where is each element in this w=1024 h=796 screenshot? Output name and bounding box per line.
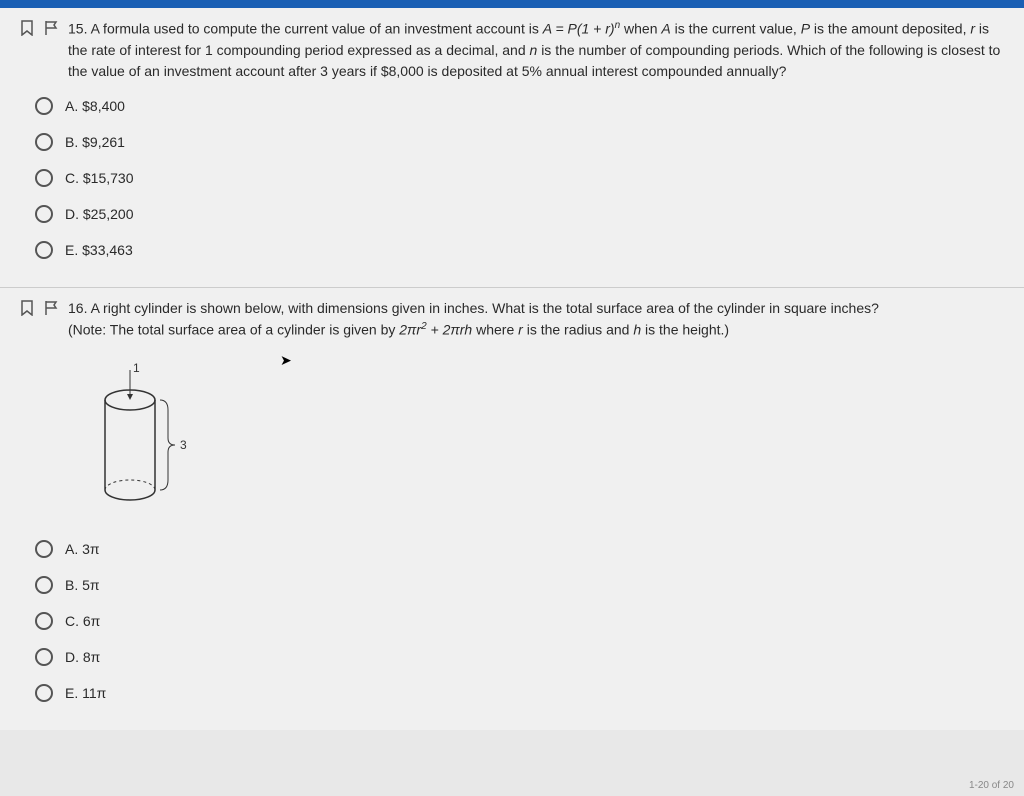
q15-option-a-text: A. $8,400 — [65, 98, 125, 114]
radio-button[interactable] — [35, 97, 53, 115]
q16-var2: h — [633, 321, 641, 337]
q15-option-b-text: B. $9,261 — [65, 134, 125, 150]
flag-icon[interactable] — [44, 20, 58, 36]
q15-option-e[interactable]: E. $33,463 — [35, 241, 1004, 259]
q16-option-a-text: A. 3π — [65, 541, 100, 557]
question-15-text: 15. A formula used to compute the curren… — [68, 18, 1004, 82]
q16-option-e[interactable]: E. 11π — [35, 684, 1004, 702]
cylinder-svg: 1 3 — [90, 360, 210, 520]
radio-button[interactable] — [35, 169, 53, 187]
radio-button[interactable] — [35, 684, 53, 702]
q16-exp1: 2 — [421, 321, 427, 332]
q16-var1: r — [518, 321, 523, 337]
q16-option-d-text: D. 8π — [65, 649, 100, 665]
q16-formula2: + 2πrh — [431, 321, 473, 337]
q16-option-c-text: C. 6π — [65, 613, 100, 629]
q15-number: 15. — [68, 21, 87, 37]
q16-formula: 2πr — [399, 321, 421, 337]
q15-text1: A formula used to compute the current va… — [91, 21, 543, 37]
radio-button[interactable] — [35, 205, 53, 223]
q15-option-c[interactable]: C. $15,730 — [35, 169, 1004, 187]
q16-text1: A right cylinder is shown below, with di… — [91, 300, 879, 316]
q15-option-a[interactable]: A. $8,400 — [35, 97, 1004, 115]
q16-option-a[interactable]: A. 3π — [35, 540, 1004, 558]
question-16-text: 16. A right cylinder is shown below, wit… — [68, 298, 1004, 341]
radio-button[interactable] — [35, 648, 53, 666]
height-label: 3 — [180, 438, 187, 452]
cylinder-diagram: 1 3 — [90, 360, 190, 520]
q15-formula: A = P(1 + r) — [543, 21, 615, 37]
q15-option-b[interactable]: B. $9,261 — [35, 133, 1004, 151]
q15-option-e-text: E. $33,463 — [65, 242, 133, 258]
q15-option-c-text: C. $15,730 — [65, 170, 134, 186]
page-counter: 1-20 of 20 — [969, 780, 1014, 791]
radio-button[interactable] — [35, 612, 53, 630]
q16-option-b-text: B. 5π — [65, 577, 100, 593]
bookmark-icon[interactable] — [20, 300, 34, 316]
q15-var1: A — [661, 21, 670, 37]
radio-button[interactable] — [35, 540, 53, 558]
q15-text2: when — [624, 21, 661, 37]
radius-label: 1 — [133, 361, 140, 375]
radio-button[interactable] — [35, 576, 53, 594]
cursor-icon: ➤ — [280, 350, 292, 371]
q15-options: A. $8,400 B. $9,261 C. $15,730 D. $25,20… — [20, 97, 1004, 259]
question-16-header: 16. A right cylinder is shown below, wit… — [20, 298, 1004, 341]
question-15: 15. A formula used to compute the curren… — [0, 8, 1024, 288]
q15-text4: is the amount deposited, — [814, 21, 970, 37]
q16-note: (Note: The total surface area of a cylin… — [68, 321, 399, 337]
q15-option-d[interactable]: D. $25,200 — [35, 205, 1004, 223]
flag-icon[interactable] — [44, 300, 58, 316]
radio-button[interactable] — [35, 241, 53, 259]
bookmark-icon[interactable] — [20, 20, 34, 36]
q16-number: 16. — [68, 300, 87, 316]
question-15-header: 15. A formula used to compute the curren… — [20, 18, 1004, 82]
q15-var4: n — [530, 42, 538, 58]
q15-option-d-text: D. $25,200 — [65, 206, 134, 222]
q16-option-e-text: E. 11π — [65, 685, 106, 701]
q15-var2: P — [801, 21, 810, 37]
q16-text4: is the height.) — [645, 321, 729, 337]
q16-options: A. 3π B. 5π C. 6π D. 8π E. 11π — [20, 540, 1004, 702]
q15-exp: n — [615, 20, 621, 31]
content-area: 15. A formula used to compute the curren… — [0, 8, 1024, 730]
radio-button[interactable] — [35, 133, 53, 151]
question-16: 16. A right cylinder is shown below, wit… — [0, 288, 1024, 731]
q16-option-d[interactable]: D. 8π — [35, 648, 1004, 666]
q16-option-c[interactable]: C. 6π — [35, 612, 1004, 630]
q16-option-b[interactable]: B. 5π — [35, 576, 1004, 594]
q15-var3: r — [970, 21, 975, 37]
q15-text3: is the current value, — [675, 21, 801, 37]
q16-text2: where — [476, 321, 518, 337]
top-bar — [0, 0, 1024, 8]
q16-text3: is the radius and — [527, 321, 634, 337]
